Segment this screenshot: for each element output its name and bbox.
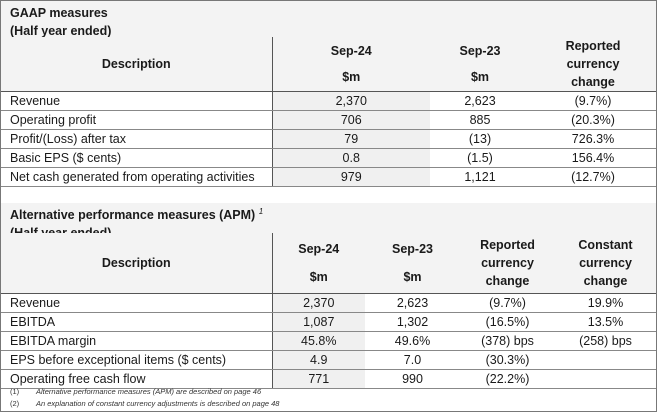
table-row: Operating free cash flow 771 990 (22.2%) xyxy=(1,369,656,389)
gaap-title: GAAP measures (Half year ended) xyxy=(1,1,656,38)
header-sep24: Sep-24 $m xyxy=(272,233,365,294)
footnote-1: (1) Alternative performance measures (APM… xyxy=(10,387,262,396)
cell-value: 13.5% xyxy=(555,312,656,332)
apm-footnote-ref: 1 xyxy=(258,207,264,216)
cell-value: 49.6% xyxy=(365,331,460,351)
table-row: Revenue 2,370 2,623 (9.7%) 19.9% xyxy=(1,293,656,313)
cell-value: 2,623 xyxy=(430,91,530,111)
cell-value: (22.2%) xyxy=(460,369,555,389)
cell-value: 19.9% xyxy=(555,293,656,313)
row-label: EPS before exceptional items ($ cents) xyxy=(1,350,273,370)
cell-value: (20.3%) xyxy=(530,110,656,130)
table-row: Revenue 2,370 2,623 (9.7%) xyxy=(1,91,656,111)
cell-value: (13) xyxy=(430,129,530,149)
table-row: EBITDA 1,087 1,302 (16.5%) 13.5% xyxy=(1,312,656,332)
cell-value: 1,121 xyxy=(430,167,530,187)
gaap-table: Description Sep-24 $m Sep-23 $m Reported cu… xyxy=(1,37,656,187)
header-sep23: Sep-23 $m xyxy=(365,233,460,294)
cell-value: 885 xyxy=(430,110,530,130)
row-label: Revenue xyxy=(1,91,273,111)
header-sep23: Sep-23 $m xyxy=(430,37,530,92)
row-label: Operating profit xyxy=(1,110,273,130)
cell-value: (12.7%) xyxy=(530,167,656,187)
cell-value: 2,370 xyxy=(272,91,430,111)
cell-value: 7.0 xyxy=(365,350,460,370)
row-label: Profit/(Loss) after tax xyxy=(1,129,273,149)
gaap-heading: GAAP measures xyxy=(10,6,108,20)
cell-value: 4.9 xyxy=(272,350,365,370)
header-description: Description xyxy=(1,37,273,92)
cell-value: 2,623 xyxy=(365,293,460,313)
cell-value: (9.7%) xyxy=(460,293,555,313)
cell-value: (1.5) xyxy=(430,148,530,168)
header-constant-change: Constant currency change xyxy=(555,233,656,294)
cell-value: (16.5%) xyxy=(460,312,555,332)
cell-value: 706 xyxy=(272,110,430,130)
table-row: Net cash generated from operating activi… xyxy=(1,167,656,187)
row-label: Basic EPS ($ cents) xyxy=(1,148,273,168)
cell-value: 0.8 xyxy=(272,148,430,168)
row-label: EBITDA xyxy=(1,312,273,332)
header-description: Description xyxy=(1,233,273,294)
table-row: EPS before exceptional items ($ cents) 4.… xyxy=(1,350,656,370)
cell-value: (378) bps xyxy=(460,331,555,351)
apm-title: Alternative performance measures (APM) 1… xyxy=(1,203,656,240)
gaap-subheading: (Half year ended) xyxy=(10,24,112,38)
cell-value: (9.7%) xyxy=(530,91,656,111)
cell-value: 726.3% xyxy=(530,129,656,149)
row-label: Net cash generated from operating activi… xyxy=(1,167,273,187)
header-sep24: Sep-24 $m xyxy=(272,37,430,92)
cell-value: 1,302 xyxy=(365,312,460,332)
cell-value: 2,370 xyxy=(272,293,365,313)
cell-value: 979 xyxy=(272,167,430,187)
footnote-2: (2) An explanation of constant currency a… xyxy=(10,399,280,408)
cell-value xyxy=(555,350,656,370)
apm-table: Description Sep-24 $m Sep-23 $m Reported cu… xyxy=(1,233,656,389)
header-reported-change: Reported currency change xyxy=(530,37,656,92)
row-label: Revenue xyxy=(1,293,273,313)
cell-value: 45.8% xyxy=(272,331,365,351)
row-label: Operating free cash flow xyxy=(1,369,273,389)
cell-value: 79 xyxy=(272,129,430,149)
header-reported-change: Reported currency change xyxy=(460,233,555,294)
table-row: Basic EPS ($ cents) 0.8 (1.5) 156.4% xyxy=(1,148,656,168)
table-row: EBITDA margin 45.8% 49.6% (378) bps (258) bp… xyxy=(1,331,656,351)
table-row: Operating profit 706 885 (20.3%) xyxy=(1,110,656,130)
cell-value: 990 xyxy=(365,369,460,389)
apm-heading: Alternative performance measures (APM) xyxy=(10,208,256,223)
cell-value: 1,087 xyxy=(272,312,365,332)
row-label: EBITDA margin xyxy=(1,331,273,351)
cell-value: (258) bps xyxy=(555,331,656,351)
cell-value: 156.4% xyxy=(530,148,656,168)
cell-value: 771 xyxy=(272,369,365,389)
cell-value xyxy=(555,369,656,389)
cell-value: (30.3%) xyxy=(460,350,555,370)
table-row: Profit/(Loss) after tax 79 (13) 726.3% xyxy=(1,129,656,149)
